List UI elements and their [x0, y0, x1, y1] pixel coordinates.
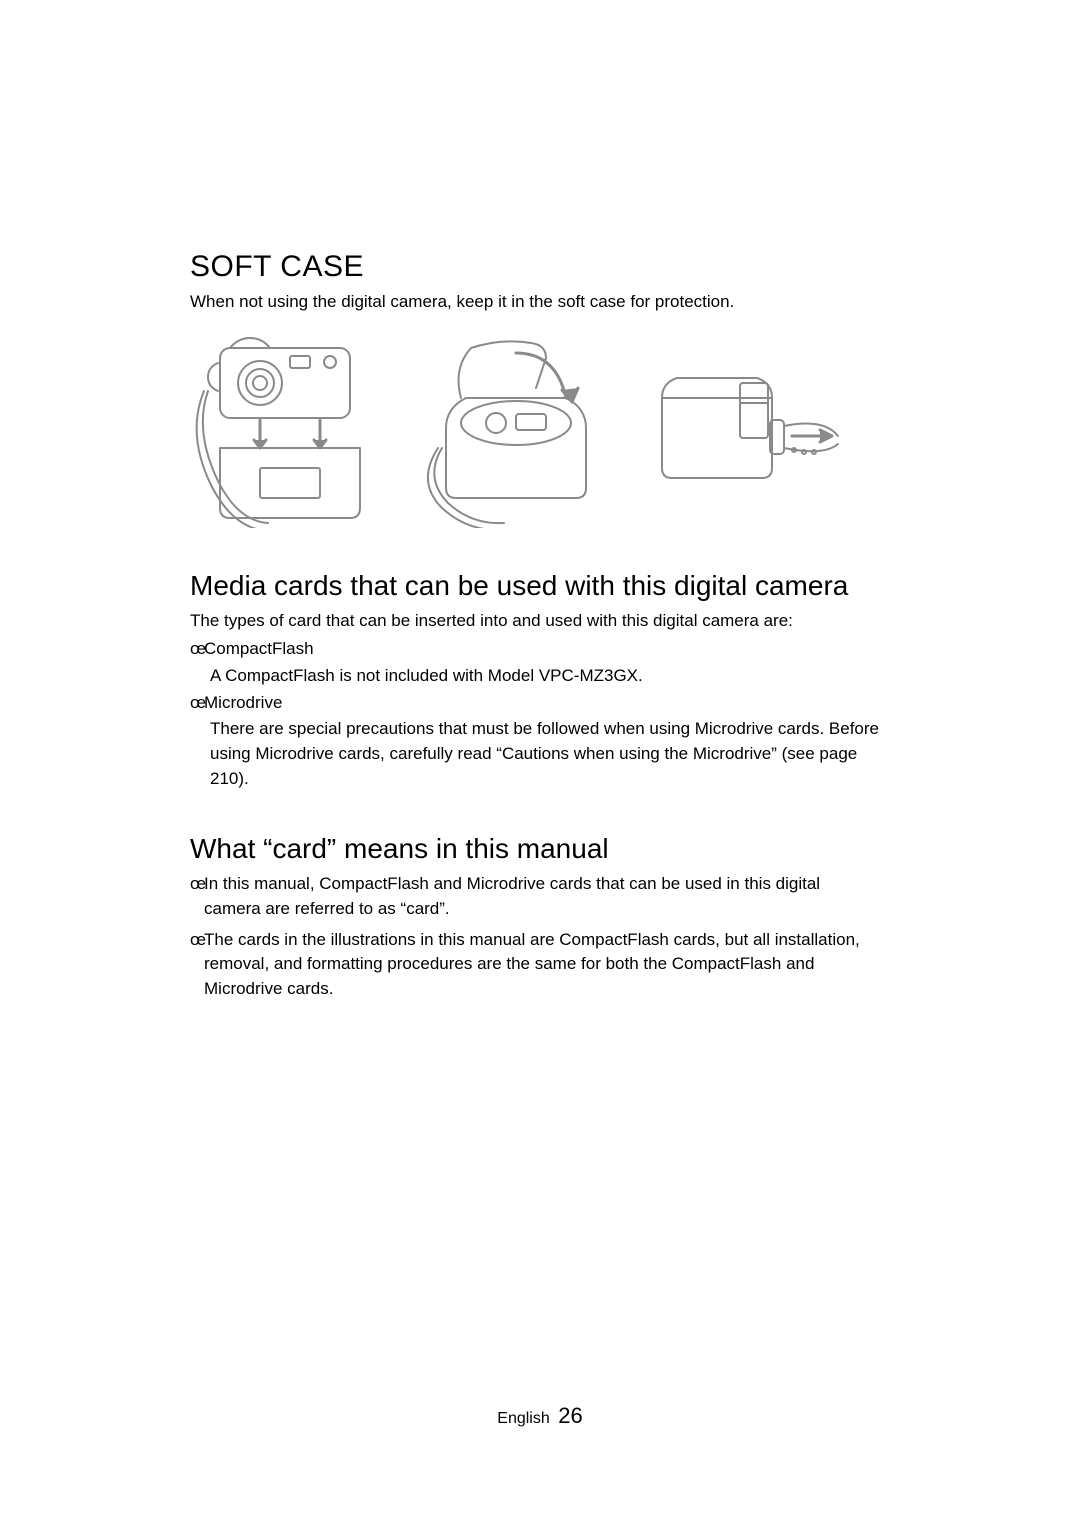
- bullet-label: CompactFlash: [204, 637, 880, 662]
- heading-soft-case: SOFT CASE: [190, 250, 880, 284]
- heading-card-meaning: What “card” means in this manual: [190, 831, 880, 866]
- bullet-marker: œ: [190, 872, 204, 921]
- page-footer: English 26: [0, 1403, 1080, 1429]
- bullet-label: Microdrive: [204, 691, 880, 716]
- bullet-marker: œ: [190, 928, 204, 1002]
- figure-camera-into-case: [190, 328, 390, 528]
- list-item: œ In this manual, CompactFlash and Micro…: [190, 872, 880, 921]
- bullet-marker: œ: [190, 691, 204, 716]
- list-item: œ Microdrive: [190, 691, 880, 716]
- footer-language: English: [497, 1410, 549, 1427]
- figure-strap-loop: [642, 328, 842, 528]
- soft-case-intro: When not using the digital camera, keep …: [190, 290, 880, 314]
- bullet-text: In this manual, CompactFlash and Microdr…: [204, 872, 880, 921]
- heading-media-cards: Media cards that can be used with this d…: [190, 568, 880, 603]
- list-item: œ CompactFlash: [190, 637, 880, 662]
- bullet-text: The cards in the illustrations in this m…: [204, 928, 880, 1002]
- media-cards-intro: The types of card that can be inserted i…: [190, 609, 880, 634]
- bullet-subtext: A CompactFlash is not included with Mode…: [210, 664, 880, 689]
- list-item: œ The cards in the illustrations in this…: [190, 928, 880, 1002]
- bullet-marker: œ: [190, 637, 204, 662]
- bullet-subtext: There are special precautions that must …: [210, 717, 880, 791]
- figure-close-flap: [416, 328, 616, 528]
- figure-row: [190, 328, 880, 528]
- footer-page-number: 26: [558, 1403, 582, 1428]
